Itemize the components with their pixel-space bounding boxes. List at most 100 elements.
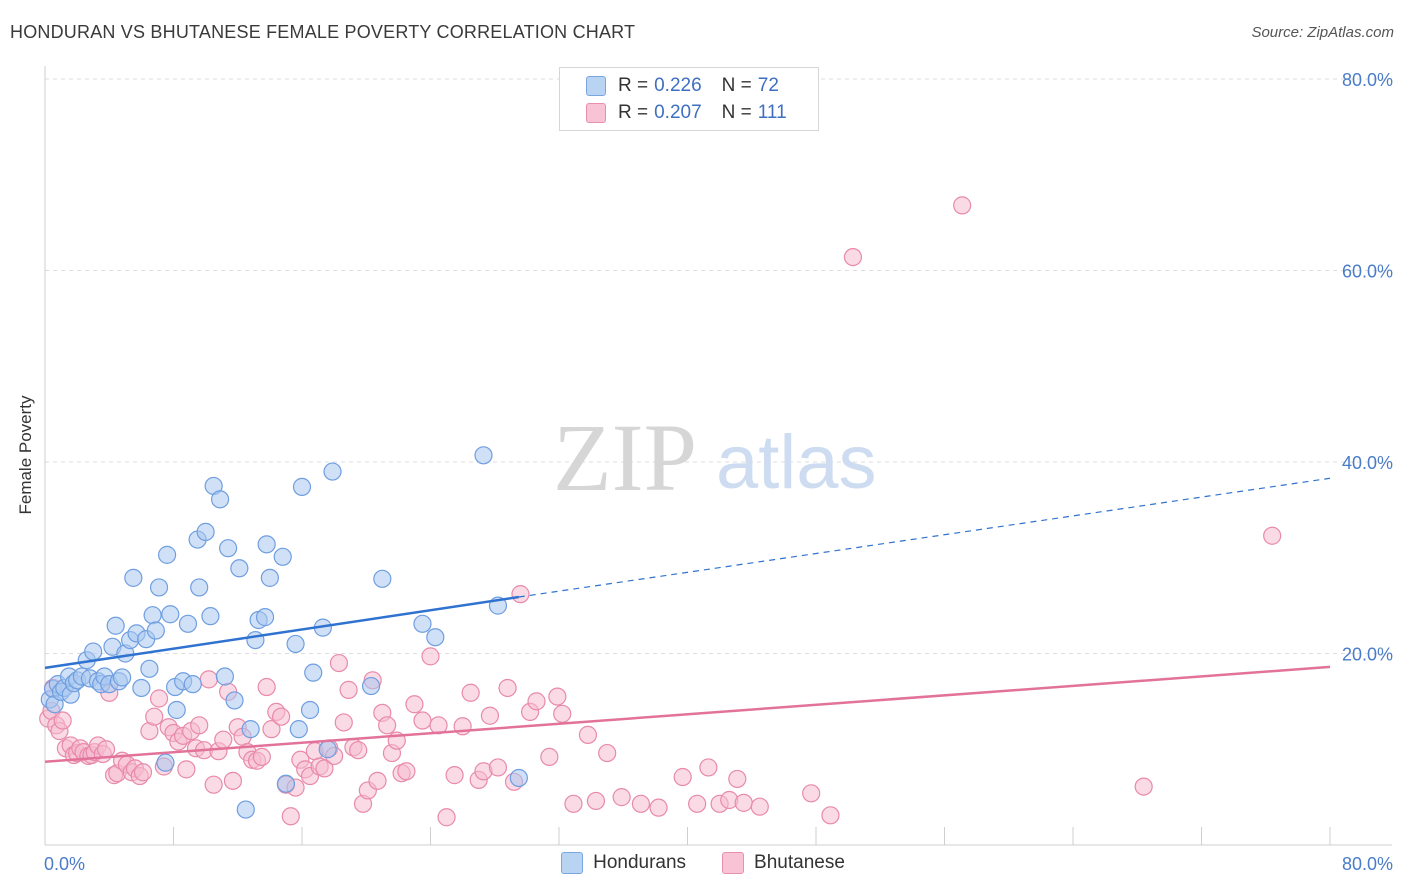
legend-label-hondurans: Hondurans <box>593 852 687 873</box>
hondurans-point <box>236 800 255 819</box>
bhutanese-point <box>631 794 651 813</box>
bhutanese-point <box>334 713 353 732</box>
bhutanese-point <box>553 704 572 723</box>
y-tick-label: 80.0% <box>1342 70 1393 90</box>
bhutanese-point <box>578 725 598 744</box>
legend-r-label: R = <box>618 102 649 123</box>
hondurans-point <box>149 578 169 597</box>
y-tick-label: 20.0% <box>1342 645 1393 665</box>
bhutanese-point <box>953 196 972 215</box>
bhutanese-point <box>802 784 821 803</box>
hondurans-point <box>167 700 186 720</box>
correlation-legend: R = 0.226 N = 72 R = 0.207 N = 111 <box>559 67 819 131</box>
hondurans-point <box>219 539 238 558</box>
legend-n-value-hondurans: 72 <box>757 75 779 96</box>
source-label: Source: ZipAtlas.com <box>1251 24 1394 41</box>
hondurans-point <box>230 559 249 578</box>
hondurans-point <box>276 774 296 793</box>
legend-swatch-pink <box>586 103 606 123</box>
series-legend: Hondurans Bhutanese <box>0 852 1406 874</box>
bhutanese-point <box>564 794 583 813</box>
hondurans-point <box>304 663 323 682</box>
bhutanese-point <box>315 759 334 778</box>
bhutanese-point <box>527 692 546 711</box>
watermark-zip: ZIP <box>553 404 697 511</box>
legend-n-label: N = <box>721 75 752 96</box>
bhutanese-point <box>329 653 349 673</box>
bhutanese-point <box>272 707 291 726</box>
hondurans-trend-extension <box>518 477 1331 598</box>
hondurans-point <box>106 616 125 635</box>
bhutanese-point <box>281 807 300 826</box>
bhutanese-point <box>405 695 424 714</box>
legend-item-bhutanese[interactable]: Bhutanese <box>722 852 845 874</box>
hondurans-point <box>323 462 342 481</box>
watermark-atlas: atlas <box>716 420 877 505</box>
hondurans-point <box>241 720 260 739</box>
y-tick-label: 40.0% <box>1342 453 1393 473</box>
bhutanese-point <box>223 771 243 790</box>
bhutanese-point <box>511 585 530 604</box>
hondurans-trend-line <box>44 595 520 670</box>
bhutanese-trend-line <box>44 665 1331 763</box>
bhutanese-point <box>598 743 617 763</box>
legend-swatch-hondurans <box>561 852 584 874</box>
legend-label-bhutanese: Bhutanese <box>754 852 845 873</box>
hondurans-point <box>318 740 337 759</box>
bhutanese-point <box>673 767 692 787</box>
bhutanese-point <box>612 788 631 807</box>
bhutanese-point <box>1134 777 1153 796</box>
bhutanese-point <box>262 720 281 739</box>
hondurans-point <box>146 621 165 640</box>
bhutanese-point <box>821 806 840 825</box>
bhutanese-point <box>734 793 753 812</box>
bhutanese-points <box>39 196 1282 827</box>
bhutanese-point <box>649 798 668 817</box>
bhutanese-point <box>96 740 116 759</box>
tick-labels: 20.0% 40.0% 60.0% 80.0% 0.0% 80.0% <box>44 70 1393 874</box>
hondurans-point <box>157 545 177 564</box>
bhutanese-point <box>190 716 209 735</box>
grid-lines <box>45 78 1392 654</box>
hondurans-points <box>40 446 528 819</box>
hondurans-point <box>190 578 209 597</box>
hondurans-point <box>300 700 320 720</box>
legend-swatch-bhutanese <box>722 852 745 874</box>
bhutanese-point <box>498 678 517 698</box>
bhutanese-point <box>397 762 416 781</box>
bhutanese-point <box>548 687 567 706</box>
hondurans-point <box>426 628 445 647</box>
legend-r-label: R = <box>618 75 649 96</box>
legend-swatch-blue <box>586 76 606 96</box>
bhutanese-point <box>133 763 153 782</box>
bhutanese-point <box>199 670 218 689</box>
bhutanese-point <box>699 758 718 777</box>
legend-row-hondurans: R = 0.226 N = 72 <box>586 73 779 99</box>
hondurans-point <box>255 608 275 627</box>
bhutanese-point <box>252 747 271 767</box>
bhutanese-point <box>53 711 72 730</box>
bhutanese-point <box>843 247 863 267</box>
bhutanese-point <box>257 677 276 697</box>
legend-r-value-bhutanese: 0.207 <box>654 102 702 123</box>
bhutanese-point <box>586 791 606 811</box>
bhutanese-point <box>750 797 769 816</box>
bhutanese-point <box>378 716 397 735</box>
hondurans-point <box>361 676 381 696</box>
trend-lines <box>44 477 1331 763</box>
bhutanese-point <box>339 680 358 699</box>
hondurans-point <box>178 614 198 633</box>
hondurans-point <box>112 668 132 687</box>
hondurans-point <box>143 606 162 625</box>
hondurans-point <box>289 720 308 739</box>
legend-item-hondurans[interactable]: Hondurans <box>561 852 686 874</box>
bhutanese-point <box>214 730 233 749</box>
hondurans-point <box>225 691 244 710</box>
hondurans-point <box>132 678 151 698</box>
legend-n-value-bhutanese: 111 <box>757 102 787 123</box>
chart-title: HONDURAN VS BHUTANESE FEMALE POVERTY COR… <box>10 22 636 42</box>
hondurans-point <box>183 675 202 694</box>
bhutanese-point <box>413 711 432 730</box>
hondurans-point <box>292 477 312 496</box>
